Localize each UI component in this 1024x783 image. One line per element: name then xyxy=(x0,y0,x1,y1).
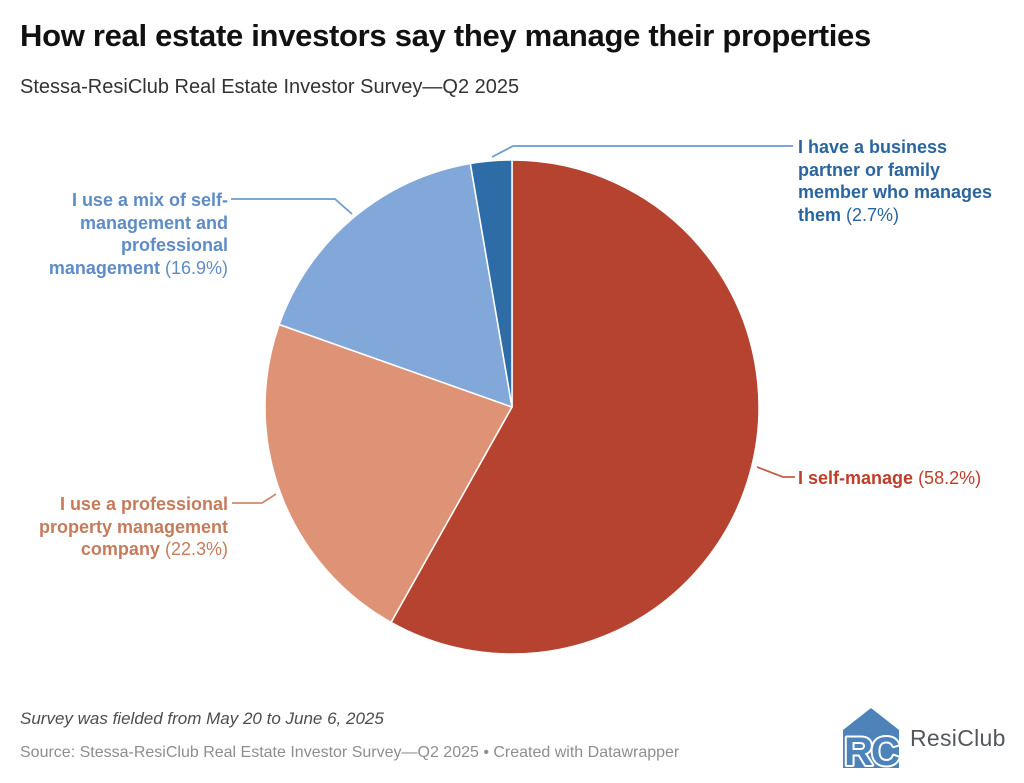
pie-slices xyxy=(264,159,760,655)
leader-line-mix xyxy=(231,198,353,215)
resiclub-logo: RC ResiClub xyxy=(842,707,1006,769)
slice-label-mix-text: I use a mix of self-management and profe… xyxy=(48,190,228,279)
pie-slice-professional[interactable] xyxy=(264,323,513,624)
slice-label-partner-text: I have a business partner or family memb… xyxy=(798,137,993,226)
slice-label-self-manage: I self-manage (58.2%) xyxy=(798,467,1024,490)
source-attribution: Source: Stessa-ResiClub Real Estate Inve… xyxy=(20,744,680,761)
footnote: Survey was fielded from May 20 to June 6… xyxy=(20,709,384,728)
slice-label-professional: I use a professional property management… xyxy=(33,493,228,561)
pie-slice-self-manage[interactable] xyxy=(390,159,760,655)
slice-label-professional-text: I use a professional property management… xyxy=(38,494,228,560)
leader-line-professional xyxy=(232,493,277,504)
resiclub-logo-text: ResiClub xyxy=(910,724,1006,751)
chart-subtitle: Stessa-ResiClub Real Estate Investor Sur… xyxy=(20,76,520,98)
slice-label-self-manage-pct: (58.2%) xyxy=(918,468,982,488)
pie-slice-partner[interactable] xyxy=(469,159,513,408)
slice-label-partner-pct: (2.7%) xyxy=(846,205,900,226)
slice-label-professional-pct: (22.3%) xyxy=(164,539,228,560)
resiclub-monogram: RC xyxy=(844,730,899,769)
leader-line-partner xyxy=(491,145,793,158)
slice-label-mix-pct: (16.9%) xyxy=(164,258,228,279)
slice-label-partner: I have a business partner or family memb… xyxy=(798,136,1012,227)
chart-title: How real estate investors say they manag… xyxy=(20,18,871,53)
resiclub-house-icon: RC xyxy=(842,708,900,769)
leader-line-self-manage xyxy=(756,466,795,478)
slice-label-self-manage-text: I self-manage xyxy=(798,468,914,488)
pie-slice-mix[interactable] xyxy=(278,162,513,408)
slice-label-mix: I use a mix of self-management and profe… xyxy=(33,189,228,280)
